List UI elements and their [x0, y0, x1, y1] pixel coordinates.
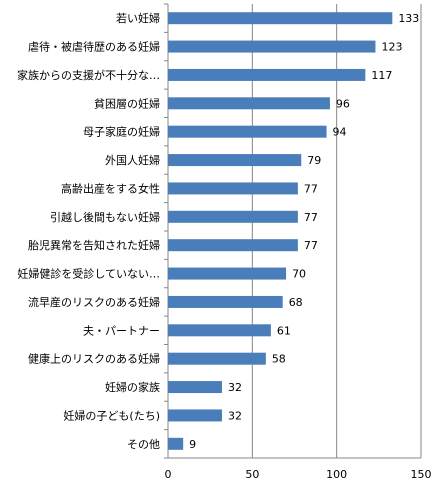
- category-label: 若い妊婦: [116, 11, 160, 25]
- value-label: 61: [277, 324, 291, 337]
- bar: [168, 154, 302, 167]
- category-label: 流早産のリスクのある妊婦: [28, 295, 160, 309]
- category-label: 妊婦の家族: [105, 380, 160, 394]
- value-label: 32: [228, 409, 242, 422]
- bar: [168, 40, 376, 53]
- category-label: 妊婦健診を受診していない…: [17, 267, 160, 281]
- value-label: 133: [398, 12, 419, 25]
- value-label: 77: [304, 239, 318, 252]
- category-label: 胎児異常を告知された妊婦: [28, 238, 160, 252]
- bar: [168, 239, 298, 252]
- value-label: 58: [272, 353, 286, 366]
- bar: [168, 324, 271, 337]
- bar: [168, 437, 184, 450]
- bar: [168, 182, 298, 195]
- bar: [168, 295, 283, 308]
- x-tick-label: 0: [165, 468, 172, 481]
- category-label: 母子家庭の妊婦: [83, 125, 160, 139]
- value-label: 77: [304, 211, 318, 224]
- category-label: 外国人妊婦: [105, 153, 160, 167]
- category-label: 貧困層の妊婦: [94, 96, 160, 110]
- bar: [168, 68, 366, 81]
- bar: [168, 97, 330, 110]
- value-label: 70: [292, 268, 306, 281]
- bar: [168, 12, 393, 25]
- value-label: 77: [304, 182, 318, 195]
- bars-layer: [168, 12, 393, 450]
- value-labels: 133 123 117 96 94 79 77 77 77 70 68 61 58 32 32 9: [189, 12, 419, 451]
- bar: [168, 125, 327, 138]
- category-label: 引越し後間もない妊婦: [50, 210, 160, 224]
- value-label: 79: [307, 154, 321, 167]
- bar: [168, 409, 222, 422]
- bar: [168, 381, 222, 394]
- value-label: 32: [228, 381, 242, 394]
- category-label: その他: [127, 438, 160, 451]
- value-label: 123: [381, 41, 402, 54]
- category-label: 健康上のリスクのある妊婦: [28, 352, 160, 366]
- category-label: 高齢出産をする女性: [61, 181, 160, 195]
- x-axis-ticks: 0 50 100 150: [165, 468, 432, 481]
- x-tick-label: 150: [411, 468, 432, 481]
- value-label: 94: [333, 126, 347, 139]
- value-label: 9: [189, 438, 196, 451]
- category-label: 夫・パートナー: [83, 324, 160, 337]
- category-label: 虐待・被虐待歴のある妊婦: [28, 40, 160, 54]
- value-label: 96: [336, 97, 350, 110]
- bar: [168, 352, 266, 365]
- value-label: 117: [371, 69, 392, 82]
- value-label: 68: [289, 296, 303, 309]
- x-tick-label: 100: [326, 468, 347, 481]
- x-tick-label: 50: [245, 468, 259, 481]
- bar: [168, 210, 298, 223]
- bar: [168, 267, 287, 280]
- category-label: 家族からの支援が不十分な…: [17, 68, 160, 82]
- category-label: 妊婦の子ども(たち): [63, 408, 160, 422]
